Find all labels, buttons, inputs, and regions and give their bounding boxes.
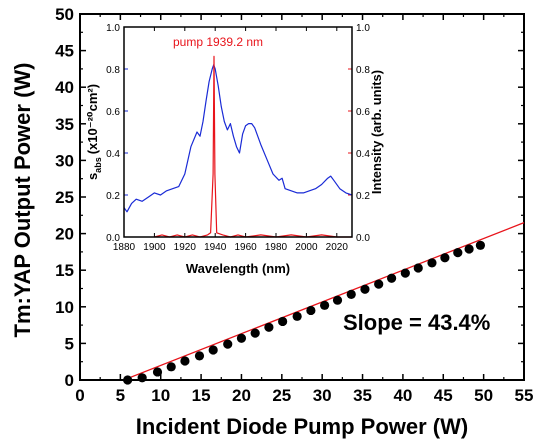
- main-y-tick-label: 15: [55, 261, 74, 280]
- main-y-tick-label: 20: [55, 225, 74, 244]
- data-point: [374, 279, 384, 289]
- data-point: [332, 295, 343, 305]
- data-point: [387, 273, 397, 283]
- data-point: [137, 373, 147, 383]
- data-point: [250, 328, 260, 338]
- inset-x-tick-label: 1980: [265, 242, 288, 253]
- data-point: [440, 253, 450, 263]
- main-x-tick-label: 30: [313, 386, 332, 405]
- pump-annotation: pump 1939.2 nm: [173, 35, 263, 49]
- main-y-axis-title: Tm:YAP Output Power (W): [10, 63, 35, 338]
- main-y-tick-label: 35: [55, 115, 74, 134]
- main-x-tick-label: 50: [474, 386, 493, 405]
- inset-left-y-tick-label: 0.2: [106, 191, 120, 202]
- data-point: [123, 375, 133, 385]
- main-y-tick-label: 45: [55, 42, 74, 61]
- inset-left-y-tick-label: 1.0: [106, 23, 120, 34]
- data-point: [306, 305, 316, 316]
- inset-left-y-tick-label: 0.8: [106, 65, 120, 76]
- data-point: [152, 367, 163, 377]
- inset-right-y-tick-label: 0.0: [356, 233, 370, 244]
- main-y-tick-label: 30: [55, 151, 74, 170]
- data-point: [413, 263, 423, 273]
- data-point: [236, 333, 247, 343]
- data-point: [475, 240, 486, 250]
- data-point: [427, 258, 437, 268]
- slope-annotation: Slope = 43.4%: [343, 310, 490, 335]
- main-x-tick-label: 25: [272, 386, 291, 405]
- main-y-tick-label: 0: [65, 371, 74, 390]
- inset-x-tick-label: 1900: [143, 242, 166, 253]
- inset-left-axis-unit: (x10⁻²⁰cm²): [85, 84, 100, 154]
- inset-left-y-tick-label: 0.4: [106, 149, 120, 160]
- inset-x-tick-label: 1960: [234, 242, 257, 253]
- main-y-tick-label: 5: [65, 334, 74, 353]
- main-y-tick-label: 40: [55, 78, 74, 97]
- main-y-tick-label: 50: [55, 5, 74, 24]
- main-x-tick-label: 5: [116, 386, 125, 405]
- main-x-tick-label: 10: [151, 386, 170, 405]
- inset-left-axis-symbol: s: [85, 173, 100, 180]
- inset-left-y-tick-label: 0.0: [106, 233, 120, 244]
- inset-frame: [123, 26, 353, 238]
- data-point: [453, 248, 463, 258]
- main-x-tick-label: 35: [353, 386, 372, 405]
- data-point: [223, 339, 233, 349]
- inset-left-axis-title: sabs (x10⁻²⁰cm²): [85, 84, 103, 180]
- main-x-tick-label: 20: [232, 386, 251, 405]
- main-x-tick-label: 0: [75, 386, 84, 405]
- data-point: [400, 268, 410, 278]
- inset-background: [124, 27, 352, 237]
- inset-x-tick-label: 1940: [204, 242, 227, 253]
- data-point: [346, 289, 356, 299]
- data-point: [194, 351, 205, 361]
- inset-right-y-tick-label: 0.6: [356, 107, 370, 118]
- inset-x-tick-label: 2000: [295, 242, 318, 253]
- inset-x-axis-title: Wavelength (nm): [186, 261, 290, 276]
- data-point: [180, 356, 190, 366]
- main-x-tick-label: 45: [434, 386, 453, 405]
- inset-x-tick-label: 2020: [326, 242, 349, 253]
- data-point: [166, 362, 176, 372]
- inset-right-axis-title: Intensity (arb. units): [369, 70, 384, 194]
- absorption-spectrum-line: [123, 64, 353, 213]
- data-point: [264, 322, 274, 332]
- data-point: [320, 300, 330, 310]
- inset-right-y-tick-label: 1.0: [356, 23, 370, 34]
- inset-right-y-tick-label: 0.4: [356, 149, 370, 160]
- inset-right-y-tick-label: 0.2: [356, 191, 370, 202]
- data-point: [292, 311, 302, 321]
- data-point: [360, 284, 370, 294]
- inset-x-tick-label: 1920: [174, 242, 197, 253]
- main-x-tick-label: 15: [192, 386, 211, 405]
- main-x-tick-label: 40: [393, 386, 412, 405]
- inset-left-y-tick-label: 0.6: [106, 107, 120, 118]
- main-y-tick-label: 10: [55, 298, 74, 317]
- data-point: [278, 316, 288, 327]
- inset-left-axis-subscript: abs: [93, 157, 103, 173]
- data-point: [464, 244, 474, 254]
- inset-right-y-tick-label: 0.8: [356, 65, 370, 76]
- data-point: [208, 345, 218, 355]
- inset-x-tick-label: 1880: [113, 242, 136, 253]
- main-x-tick-label: 55: [515, 386, 534, 405]
- main-y-tick-label: 25: [55, 188, 74, 207]
- main-x-axis-title: Incident Diode Pump Power (W): [136, 414, 468, 439]
